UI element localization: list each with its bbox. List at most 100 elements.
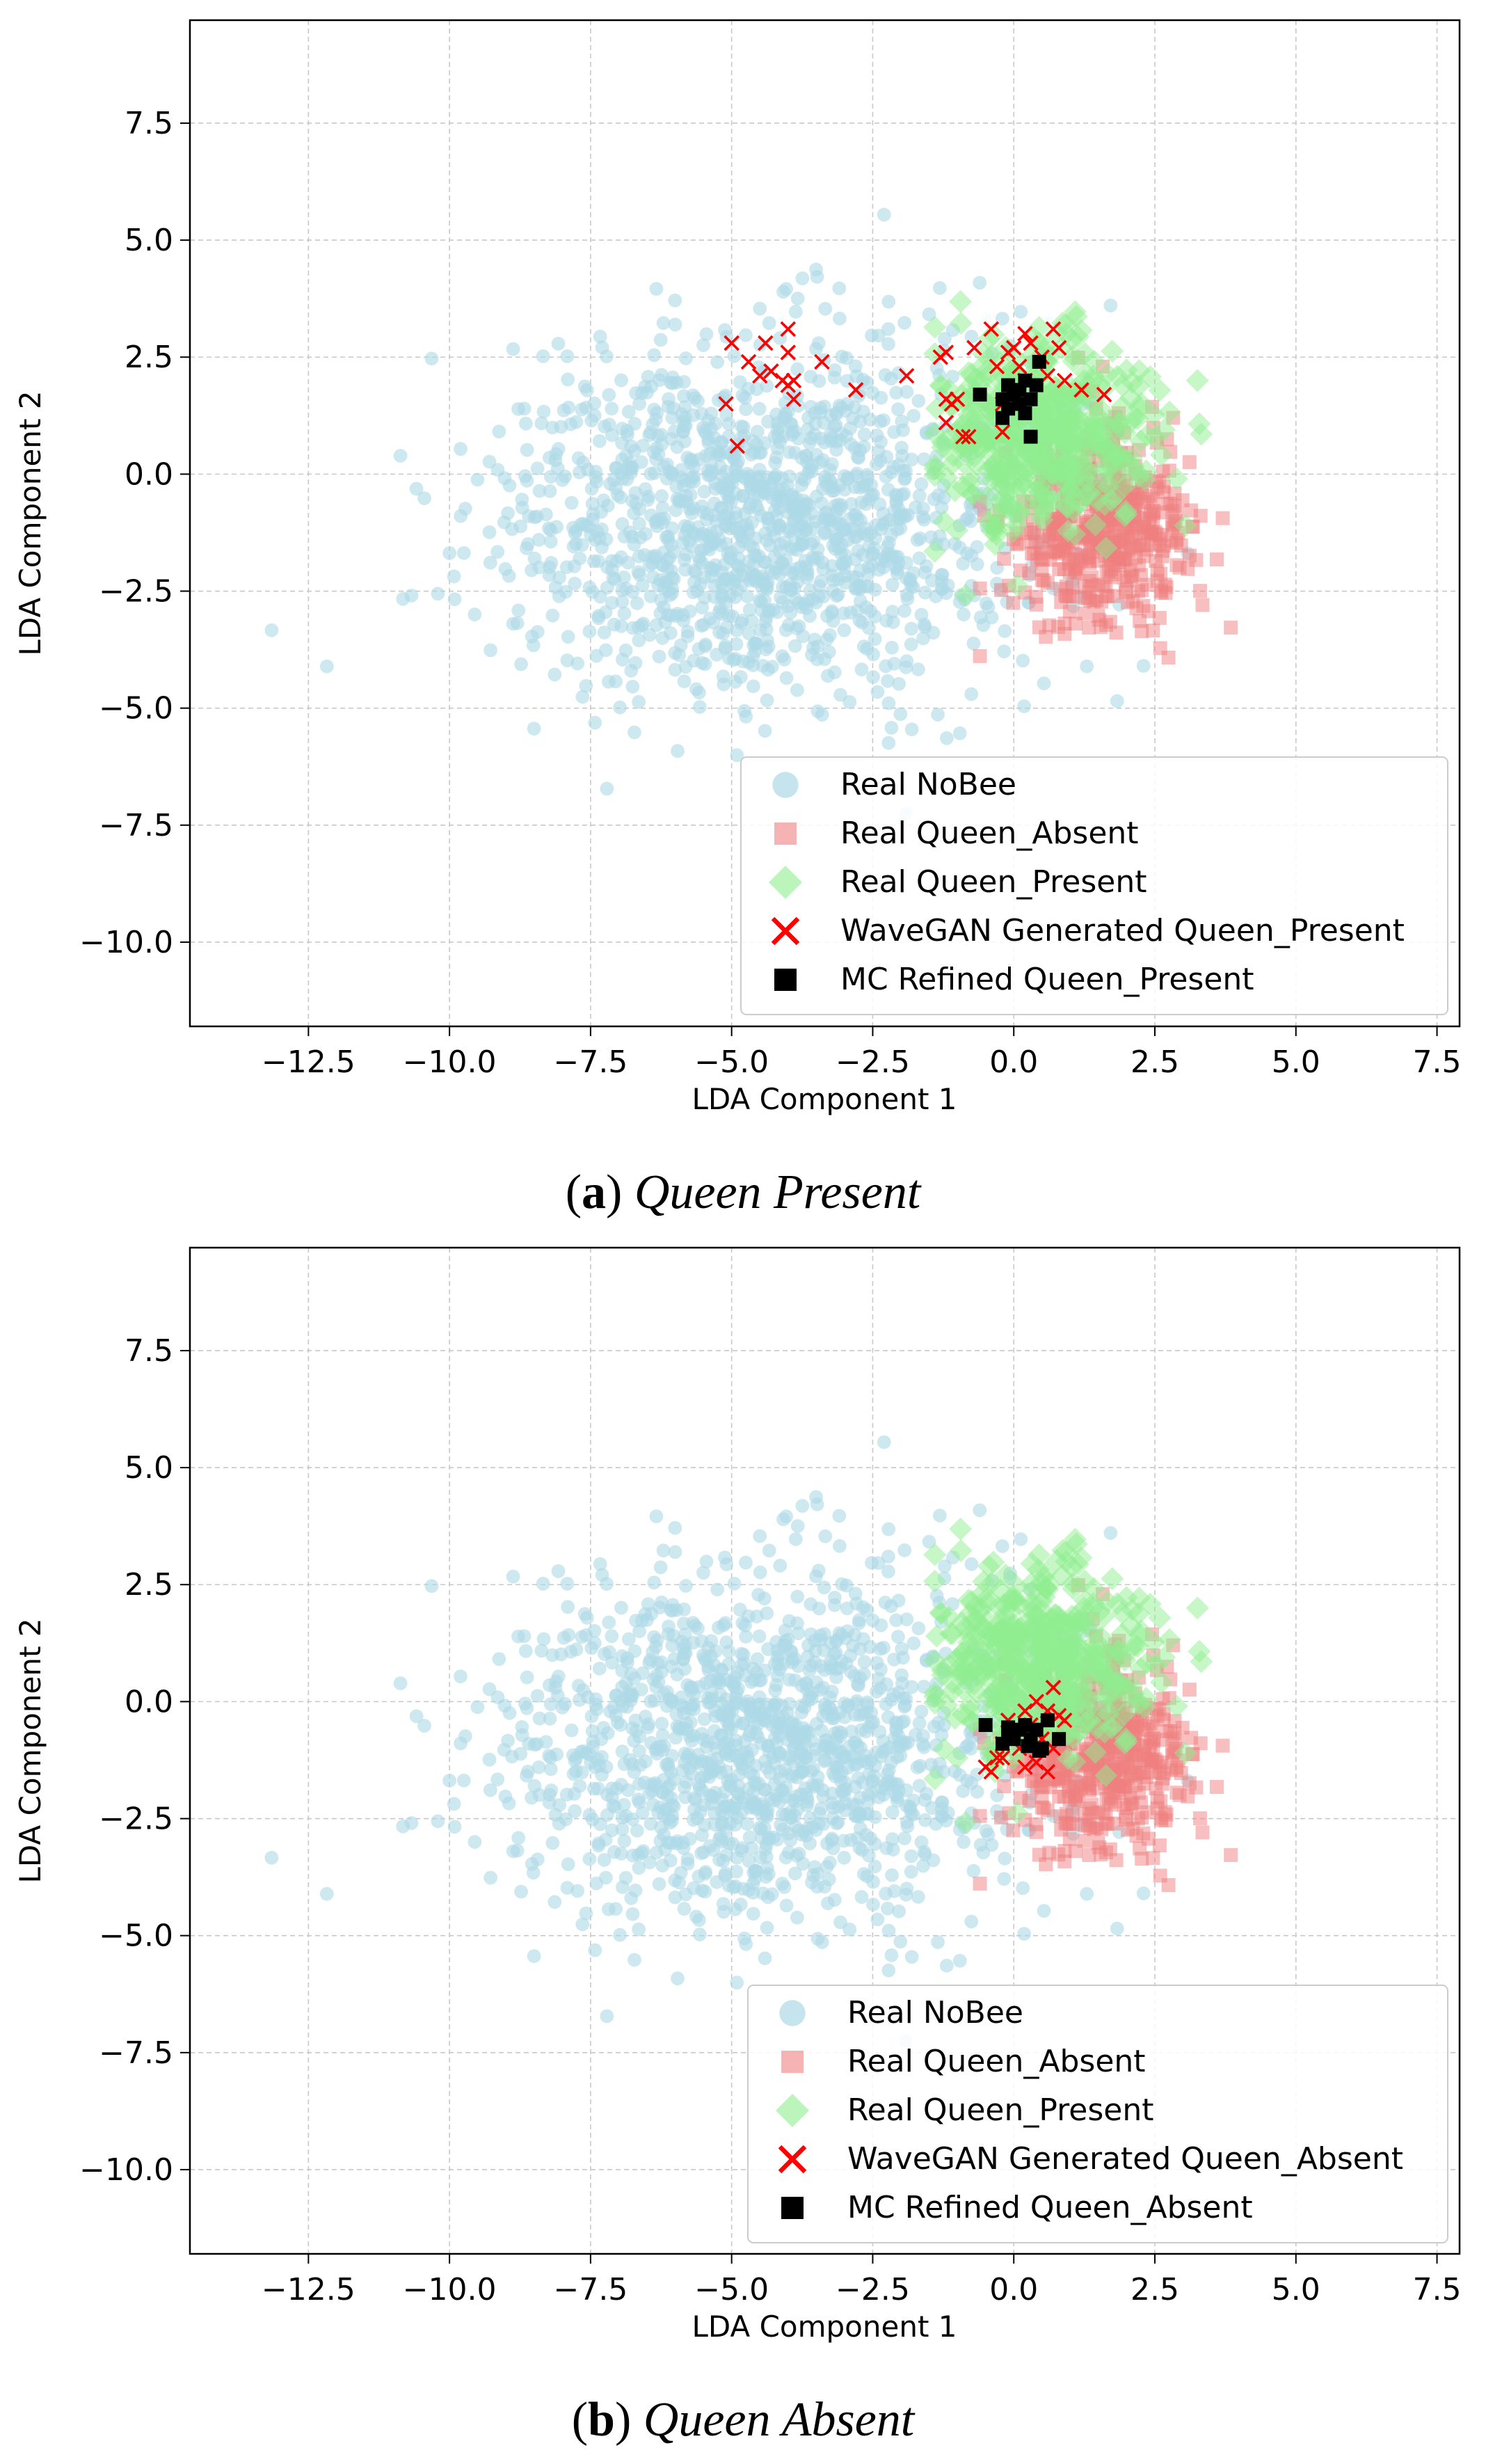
nobee-point (595, 1749, 609, 1764)
wavegan-point (1028, 1754, 1044, 1771)
queen-absent-point (1135, 1765, 1150, 1779)
nobee-point (752, 549, 766, 563)
nobee-point (582, 624, 597, 639)
nobee-point (596, 493, 611, 508)
nobee-point (1017, 699, 1032, 713)
x-tick-label: 5.0 (1272, 1044, 1320, 1080)
queen-present-point (1040, 489, 1064, 513)
nobee-point (939, 731, 954, 745)
queen-absent-point (1152, 1702, 1167, 1717)
queen-present-point (1165, 467, 1188, 491)
nobee-point (614, 1717, 628, 1732)
mc-refined-point (1001, 378, 1016, 392)
wavegan-point (983, 321, 1000, 337)
y-tick-label: −2.5 (99, 574, 173, 610)
legend-marker-nobee (772, 772, 799, 798)
nobee-point (752, 1690, 767, 1704)
nobee-point (739, 328, 753, 342)
nobee-point (803, 609, 817, 623)
nobee-point (584, 1709, 599, 1724)
nobee-point (672, 1722, 687, 1736)
nobee-point (678, 1662, 692, 1676)
nobee-point (616, 1880, 630, 1894)
nobee-point (654, 593, 668, 607)
nobee-point (891, 402, 905, 417)
queen-present-point (1027, 411, 1050, 435)
nobee-point (842, 1922, 857, 1937)
nobee-point (778, 623, 793, 637)
nobee-point (668, 1520, 682, 1535)
nobee-point (934, 500, 949, 515)
wavegan-point (961, 429, 977, 445)
queen-present-point (1082, 1591, 1105, 1615)
nobee-point (632, 694, 646, 709)
nobee-point (889, 386, 904, 400)
nobee-point (657, 545, 671, 559)
nobee-point (804, 1733, 819, 1748)
nobee-point (677, 1902, 692, 1916)
nobee-point (710, 1582, 724, 1597)
nobee-point (852, 1613, 866, 1628)
nobee-point (644, 1694, 658, 1708)
wavegan-point (1056, 372, 1073, 389)
nobee-point (904, 1950, 919, 1964)
nobee-point (552, 1798, 566, 1812)
nobee-point (742, 626, 756, 641)
queen-present-point (1119, 1614, 1143, 1637)
nobee-point (692, 1781, 707, 1795)
queen-present-point (1027, 1676, 1050, 1700)
nobee-point (665, 571, 680, 585)
nobee-point (651, 1675, 666, 1689)
nobee-point (774, 493, 789, 508)
nobee-point (530, 461, 545, 476)
nobee-point (813, 401, 828, 415)
nobee-point (791, 1659, 806, 1674)
nobee-point (470, 472, 485, 487)
nobee-point (655, 1717, 669, 1731)
nobee-point (781, 599, 796, 614)
nobee-point (630, 1823, 644, 1838)
nobee-point (647, 1630, 662, 1644)
nobee-point (614, 373, 628, 388)
nobee-point (809, 262, 823, 277)
nobee-point (918, 1813, 932, 1827)
nobee-point (692, 553, 707, 568)
nobee-point (566, 539, 581, 554)
nobee-point (729, 637, 744, 651)
nobee-point (511, 1831, 526, 1845)
nobee-point (877, 413, 890, 427)
nobee-point (588, 532, 602, 547)
queen-absent-point (1135, 537, 1150, 552)
nobee-point (1037, 1904, 1051, 1918)
nobee-point (858, 601, 873, 614)
wavegan-point (1045, 321, 1062, 337)
nobee-point (587, 408, 602, 423)
nobee-point (829, 530, 844, 543)
nobee-point (683, 1680, 698, 1694)
nobee-point (887, 656, 902, 671)
nobee-point (918, 585, 932, 600)
nobee-point (890, 523, 904, 536)
nobee-point (838, 1710, 852, 1724)
nobee-point (502, 478, 517, 493)
nobee-point (517, 1629, 532, 1644)
nobee-point (653, 1560, 668, 1575)
queen-present-point (1158, 1628, 1181, 1651)
nobee-point (736, 1648, 751, 1662)
nobee-point (861, 1848, 876, 1863)
nobee-point (534, 416, 549, 431)
nobee-point (771, 429, 785, 444)
nobee-point (628, 725, 641, 740)
nobee-point (625, 1812, 640, 1827)
nobee-point (586, 1781, 601, 1796)
nobee-point (264, 1850, 279, 1865)
nobee-point (726, 1880, 741, 1895)
nobee-point (470, 1700, 485, 1715)
nobee-point (750, 1652, 765, 1667)
nobee-point (790, 292, 805, 305)
nobee-point (866, 1715, 881, 1729)
wavegan-point (989, 1749, 1005, 1766)
nobee-point (561, 372, 575, 387)
nobee-point (735, 388, 750, 403)
nobee-point (832, 1539, 847, 1553)
